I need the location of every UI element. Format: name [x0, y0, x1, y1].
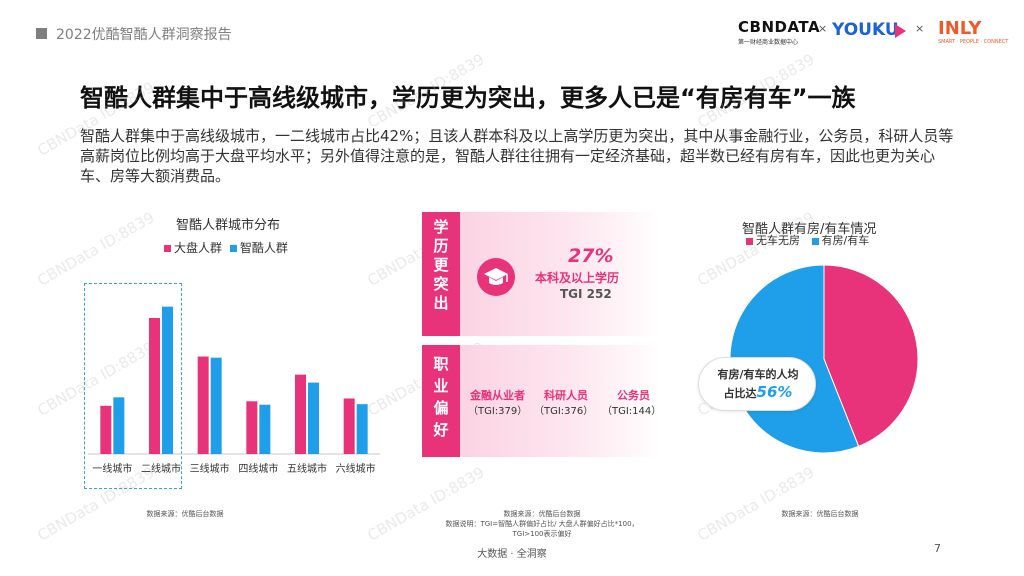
bar-market — [100, 405, 112, 454]
bar-zhiku — [259, 404, 271, 454]
occupation-tgi: （TGI:379） — [468, 406, 528, 417]
education-percent: 27% — [568, 245, 614, 267]
legend-swatch-market — [164, 245, 171, 252]
legend-swatch-zhiku — [229, 245, 237, 252]
youku-logo: YOUKU — [832, 20, 899, 40]
bar-zhiku — [356, 404, 368, 454]
x-tick-label: 二线城市 — [141, 462, 181, 475]
bar-zhiku — [162, 306, 173, 454]
logo-separator: × — [915, 22, 925, 35]
legend-label-market: 大盘人群 — [174, 241, 223, 255]
legend-label-none: 无车无房 — [756, 234, 800, 247]
city-chart-title: 智酷人群城市分布 — [176, 218, 281, 233]
pie-chart-title: 智酷人群有房/有车情况 — [742, 222, 877, 237]
education-tgi: TGI 252 — [560, 287, 612, 301]
bar-market — [246, 401, 258, 454]
cbndata-logo: CBNDATA — [738, 18, 821, 36]
callout-line1: 有房/有车的人均 — [717, 368, 799, 381]
education-badge: 学历更突出 — [422, 212, 460, 336]
page-title: 智酷人群集中于高线级城市，学历更为突出，更多人已是“有房有车”一族 — [80, 84, 856, 112]
occupation-panel — [460, 345, 662, 457]
occupation-tgi: （TGI:376） — [534, 406, 594, 417]
bar-zhiku — [210, 357, 222, 454]
education-card: 学历更突出 27% 本科及以上学历 TGI 252 — [422, 212, 662, 336]
inly-logo-subtitle: SMART · PEOPLE · CONNECT — [938, 39, 1009, 45]
pie-slice-none — [823, 264, 919, 448]
x-tick-label: 四线城市 — [238, 462, 278, 475]
header-square-icon — [36, 28, 47, 39]
bar-market — [295, 374, 306, 454]
footer-slogan: 大数据 · 全洞察 — [477, 549, 547, 560]
legend-swatch-house-car — [811, 237, 819, 245]
city-chart-source: 数据来源：优酷后台数据 — [146, 510, 224, 518]
inly-logo: INLY — [938, 18, 982, 39]
education-label: 本科及以上学历 — [535, 271, 620, 285]
bar-market — [149, 318, 160, 454]
logo-separator: × — [818, 22, 828, 35]
occupation-name: 公务员 — [617, 389, 650, 402]
cbndata-logo-subtitle: 第一财经商业数据中心 — [738, 39, 799, 46]
callout-line2: 占比达56% — [723, 383, 793, 401]
summary-paragraph: 智酷人群集中于高线级城市，一二线城市占比42%；且该人群本科及以上高学历更为突出… — [80, 127, 954, 185]
partner-logos: CBNDATA 第一财经商业数据中心 × YOUKU × INLY SMART … — [738, 18, 1008, 48]
pie-chart-source: 数据来源：优酷后台数据 — [781, 510, 859, 518]
city-chart-legend: 大盘人群 智酷人群 — [164, 239, 288, 256]
occupation-name: 金融从业者 — [470, 389, 525, 402]
bar-market — [197, 356, 209, 454]
occupation-card: 职业偏好 金融从业者 （TGI:379） 科研人员 （TGI:376） 公务员 … — [422, 345, 662, 457]
pie-chart-legend: 无车无房 有房/有车 — [746, 232, 869, 248]
youku-play-icon — [895, 24, 906, 38]
x-tick-label: 一线城市 — [92, 462, 132, 475]
tgi-source-note: 数据来源：优酷后台数据 数据说明：TGI=智酷人群偏好占比/ 大盘人群偏好占比*… — [445, 510, 639, 538]
pie-callout: 有房/有车的人均 占比达56% — [698, 357, 816, 411]
occupation-tgi: （TGI:144） — [602, 406, 662, 417]
highlight-box — [84, 283, 182, 489]
bar-market — [343, 398, 355, 454]
graduation-cap-icon — [477, 258, 515, 296]
legend-label-house-car: 有房/有车 — [821, 234, 870, 247]
occupation-badge: 职业偏好 — [422, 345, 460, 457]
bar-zhiku — [308, 382, 319, 454]
x-tick-label: 六线城市 — [336, 462, 376, 475]
callout-value: 56% — [756, 383, 793, 401]
legend-swatch-none — [746, 237, 753, 245]
x-tick-label: 五线城市 — [287, 462, 327, 475]
page-number: 7 — [934, 542, 941, 555]
x-tick-label: 三线城市 — [190, 462, 230, 475]
bar-zhiku — [113, 397, 125, 454]
occupation-name: 科研人员 — [544, 389, 588, 402]
legend-label-zhiku: 智酷人群 — [239, 241, 288, 255]
report-title: 2022优酷智酷人群洞察报告 — [56, 27, 232, 43]
